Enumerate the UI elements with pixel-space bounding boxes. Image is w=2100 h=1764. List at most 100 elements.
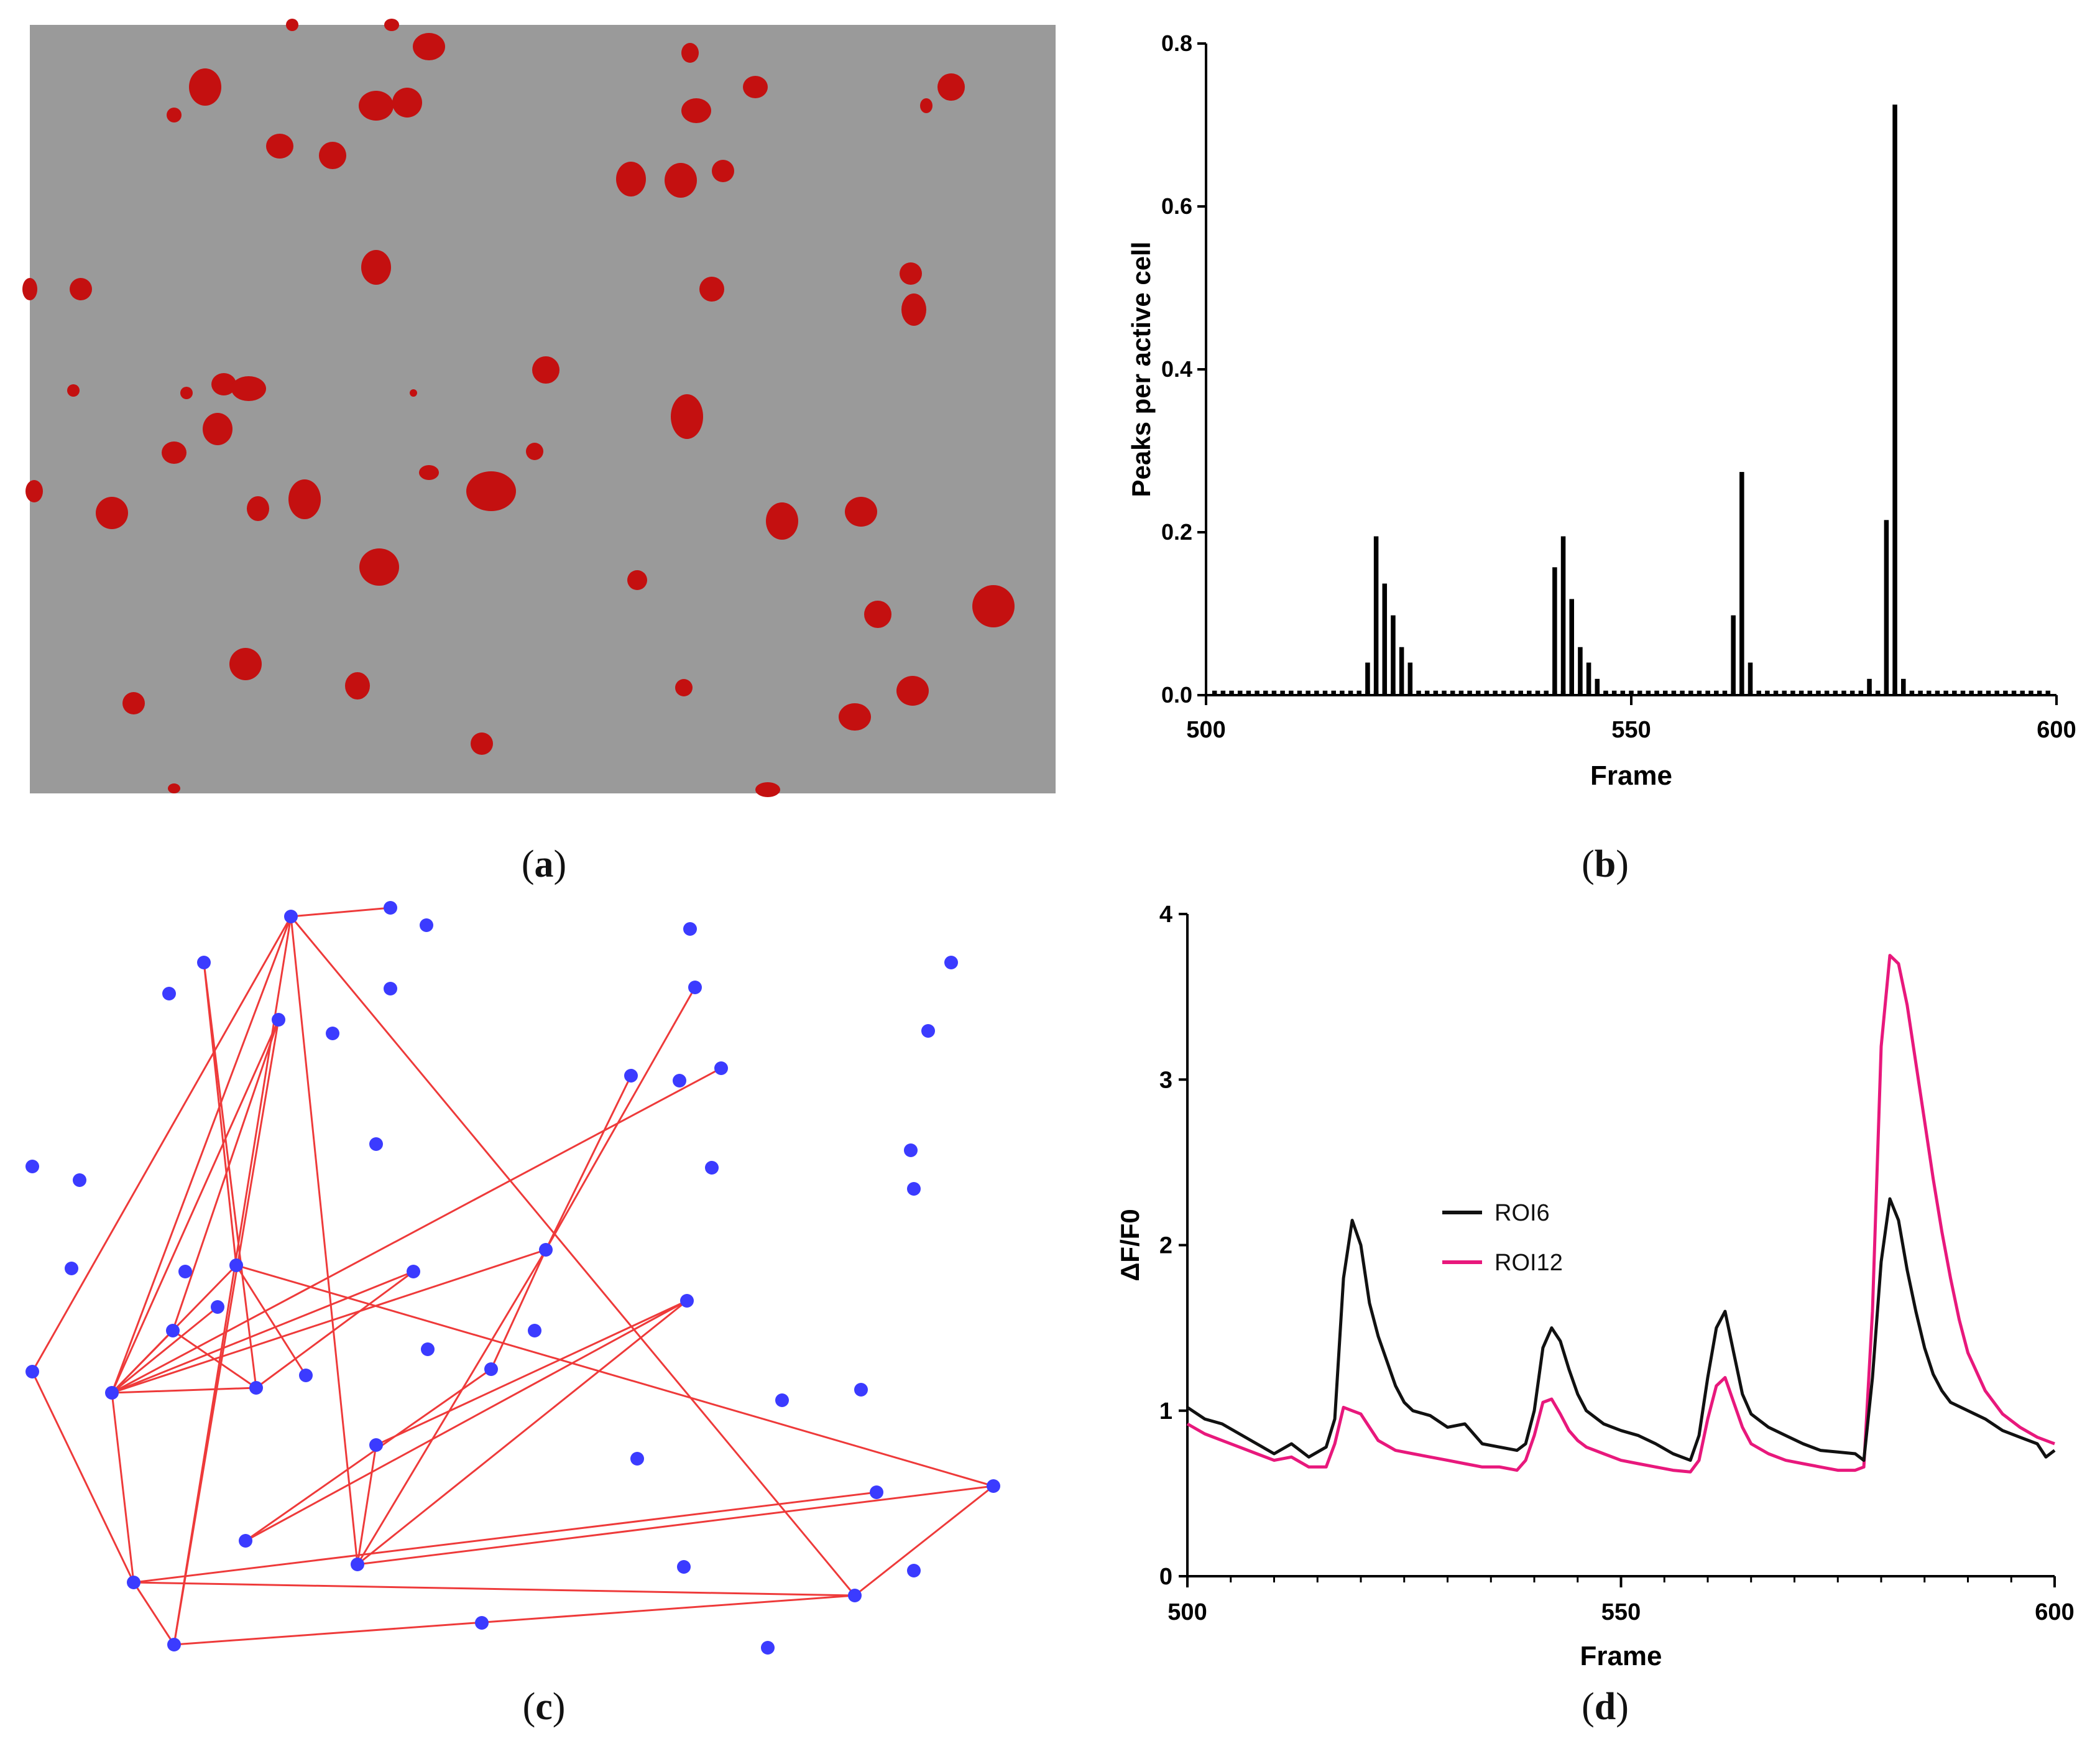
cell-blob <box>419 465 439 480</box>
network-node <box>944 956 958 969</box>
baseline-bar <box>1833 690 1838 695</box>
network-edge <box>132 1582 175 1645</box>
network-edge <box>111 916 292 1393</box>
cell-blob <box>471 732 493 755</box>
network-node <box>630 1452 644 1466</box>
network-edge <box>111 1019 280 1393</box>
caption-c-letter: c <box>535 1686 553 1728</box>
network-node <box>369 1438 383 1452</box>
bar <box>1569 599 1575 695</box>
cell-blob <box>203 413 233 445</box>
baseline-bar <box>1535 690 1540 695</box>
bar <box>1586 662 1591 695</box>
y-axis-label: Peaks per active cell <box>1126 242 1156 497</box>
baseline-bar <box>1646 690 1651 695</box>
network-node <box>775 1393 789 1407</box>
baseline-bar <box>1943 690 1948 695</box>
network-node <box>904 1143 918 1157</box>
cell-blob <box>286 19 298 31</box>
network-edge <box>236 1264 994 1487</box>
baseline-bar <box>1952 690 1957 695</box>
baseline-bar <box>1909 690 1915 695</box>
network-node <box>421 1342 435 1356</box>
caption-d-letter: d <box>1594 1686 1616 1728</box>
baseline-bar <box>1680 690 1685 695</box>
baseline-bar <box>1697 690 1702 695</box>
network-node <box>162 987 176 1000</box>
cell-blob <box>392 88 422 118</box>
cell-blob <box>627 570 647 590</box>
network-node <box>272 1013 285 1027</box>
network-node <box>167 1638 181 1651</box>
network-node <box>284 910 298 923</box>
cell-blob <box>616 162 646 196</box>
cell-blob <box>359 91 394 121</box>
network-node <box>73 1173 86 1187</box>
network-edge <box>133 1491 877 1584</box>
baseline-bar <box>1714 690 1719 695</box>
network-edge <box>111 1306 218 1394</box>
network-node <box>351 1558 364 1571</box>
baseline-bar <box>1467 690 1472 695</box>
bar <box>1867 678 1872 695</box>
cell-blob <box>845 497 877 527</box>
baseline-bar <box>1927 690 1932 695</box>
baseline-bar <box>2037 690 2042 695</box>
bar <box>1603 691 1608 695</box>
functional-network-graph <box>25 901 1000 1655</box>
baseline-bar <box>1527 690 1532 695</box>
cell-blob <box>466 471 516 511</box>
cell-blob <box>167 108 182 122</box>
network-node <box>369 1137 383 1151</box>
baseline-bar <box>1765 690 1770 695</box>
baseline-bar <box>1790 690 1795 695</box>
baseline-bar <box>1986 690 1991 695</box>
x-tick-label: 500 <box>1167 1599 1207 1625</box>
network-node <box>326 1027 339 1040</box>
network-node <box>211 1300 224 1314</box>
network-node <box>65 1262 78 1275</box>
network-edge <box>245 1368 492 1542</box>
cell-blob <box>900 262 922 285</box>
network-node <box>475 1616 489 1630</box>
y-tick-label: 2 <box>1159 1233 1172 1259</box>
cell-blob <box>319 142 346 169</box>
bar <box>1739 472 1744 695</box>
baseline-bar <box>1918 690 1923 695</box>
network-node <box>239 1534 252 1548</box>
cell-blob <box>896 676 929 706</box>
y-tick-label: 4 <box>1159 902 1172 928</box>
bar <box>1900 678 1906 695</box>
network-node <box>673 1074 686 1087</box>
baseline-bar <box>1271 690 1277 695</box>
baseline-bar <box>1960 690 1966 695</box>
bar <box>1407 662 1413 695</box>
panel-a <box>0 0 1082 808</box>
network-edge <box>111 1387 257 1394</box>
cell-blob <box>712 160 734 182</box>
network-node <box>680 1294 694 1308</box>
cell-blob <box>189 68 221 106</box>
baseline-bar <box>2011 690 2017 695</box>
cell-blob <box>384 19 399 31</box>
bar <box>1595 678 1600 695</box>
baseline-bar <box>1978 690 1983 695</box>
network-edge <box>111 1329 174 1394</box>
caption-c: (c) <box>522 1686 566 1728</box>
network-node <box>105 1386 119 1400</box>
network-edge <box>173 1594 855 1646</box>
legend-label-roi12: ROI12 <box>1494 1250 1563 1276</box>
cell-blob <box>168 783 180 793</box>
network-edge <box>172 1019 280 1331</box>
cell-blob <box>972 585 1015 627</box>
baseline-bar <box>1246 690 1251 695</box>
y-tick-label: 0.4 <box>1161 356 1192 382</box>
baseline-bar <box>1331 690 1336 695</box>
caption-a-letter: a <box>534 843 554 885</box>
network-node <box>407 1265 420 1278</box>
bar <box>1892 104 1897 695</box>
cell-blob <box>410 389 417 397</box>
y-tick-label: 0.2 <box>1161 519 1192 545</box>
network-node <box>688 981 702 994</box>
network-node <box>25 1365 39 1378</box>
